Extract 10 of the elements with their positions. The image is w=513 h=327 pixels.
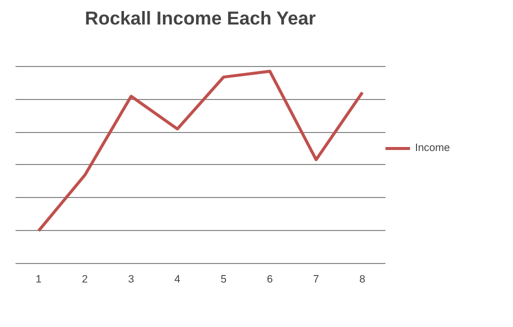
- x-tick-label: 3: [128, 274, 134, 286]
- chart-title: Rockall Income Each Year: [84, 8, 316, 28]
- x-tick-label: 1: [36, 274, 42, 286]
- x-tick-label: 7: [313, 274, 320, 286]
- legend-label: Income: [415, 142, 450, 154]
- x-tick-label: 6: [266, 274, 273, 286]
- x-tick-label: 5: [220, 274, 227, 286]
- x-tick-label: 2: [82, 274, 88, 286]
- x-tick-label: 8: [359, 274, 366, 286]
- x-tick-label: 4: [174, 274, 180, 286]
